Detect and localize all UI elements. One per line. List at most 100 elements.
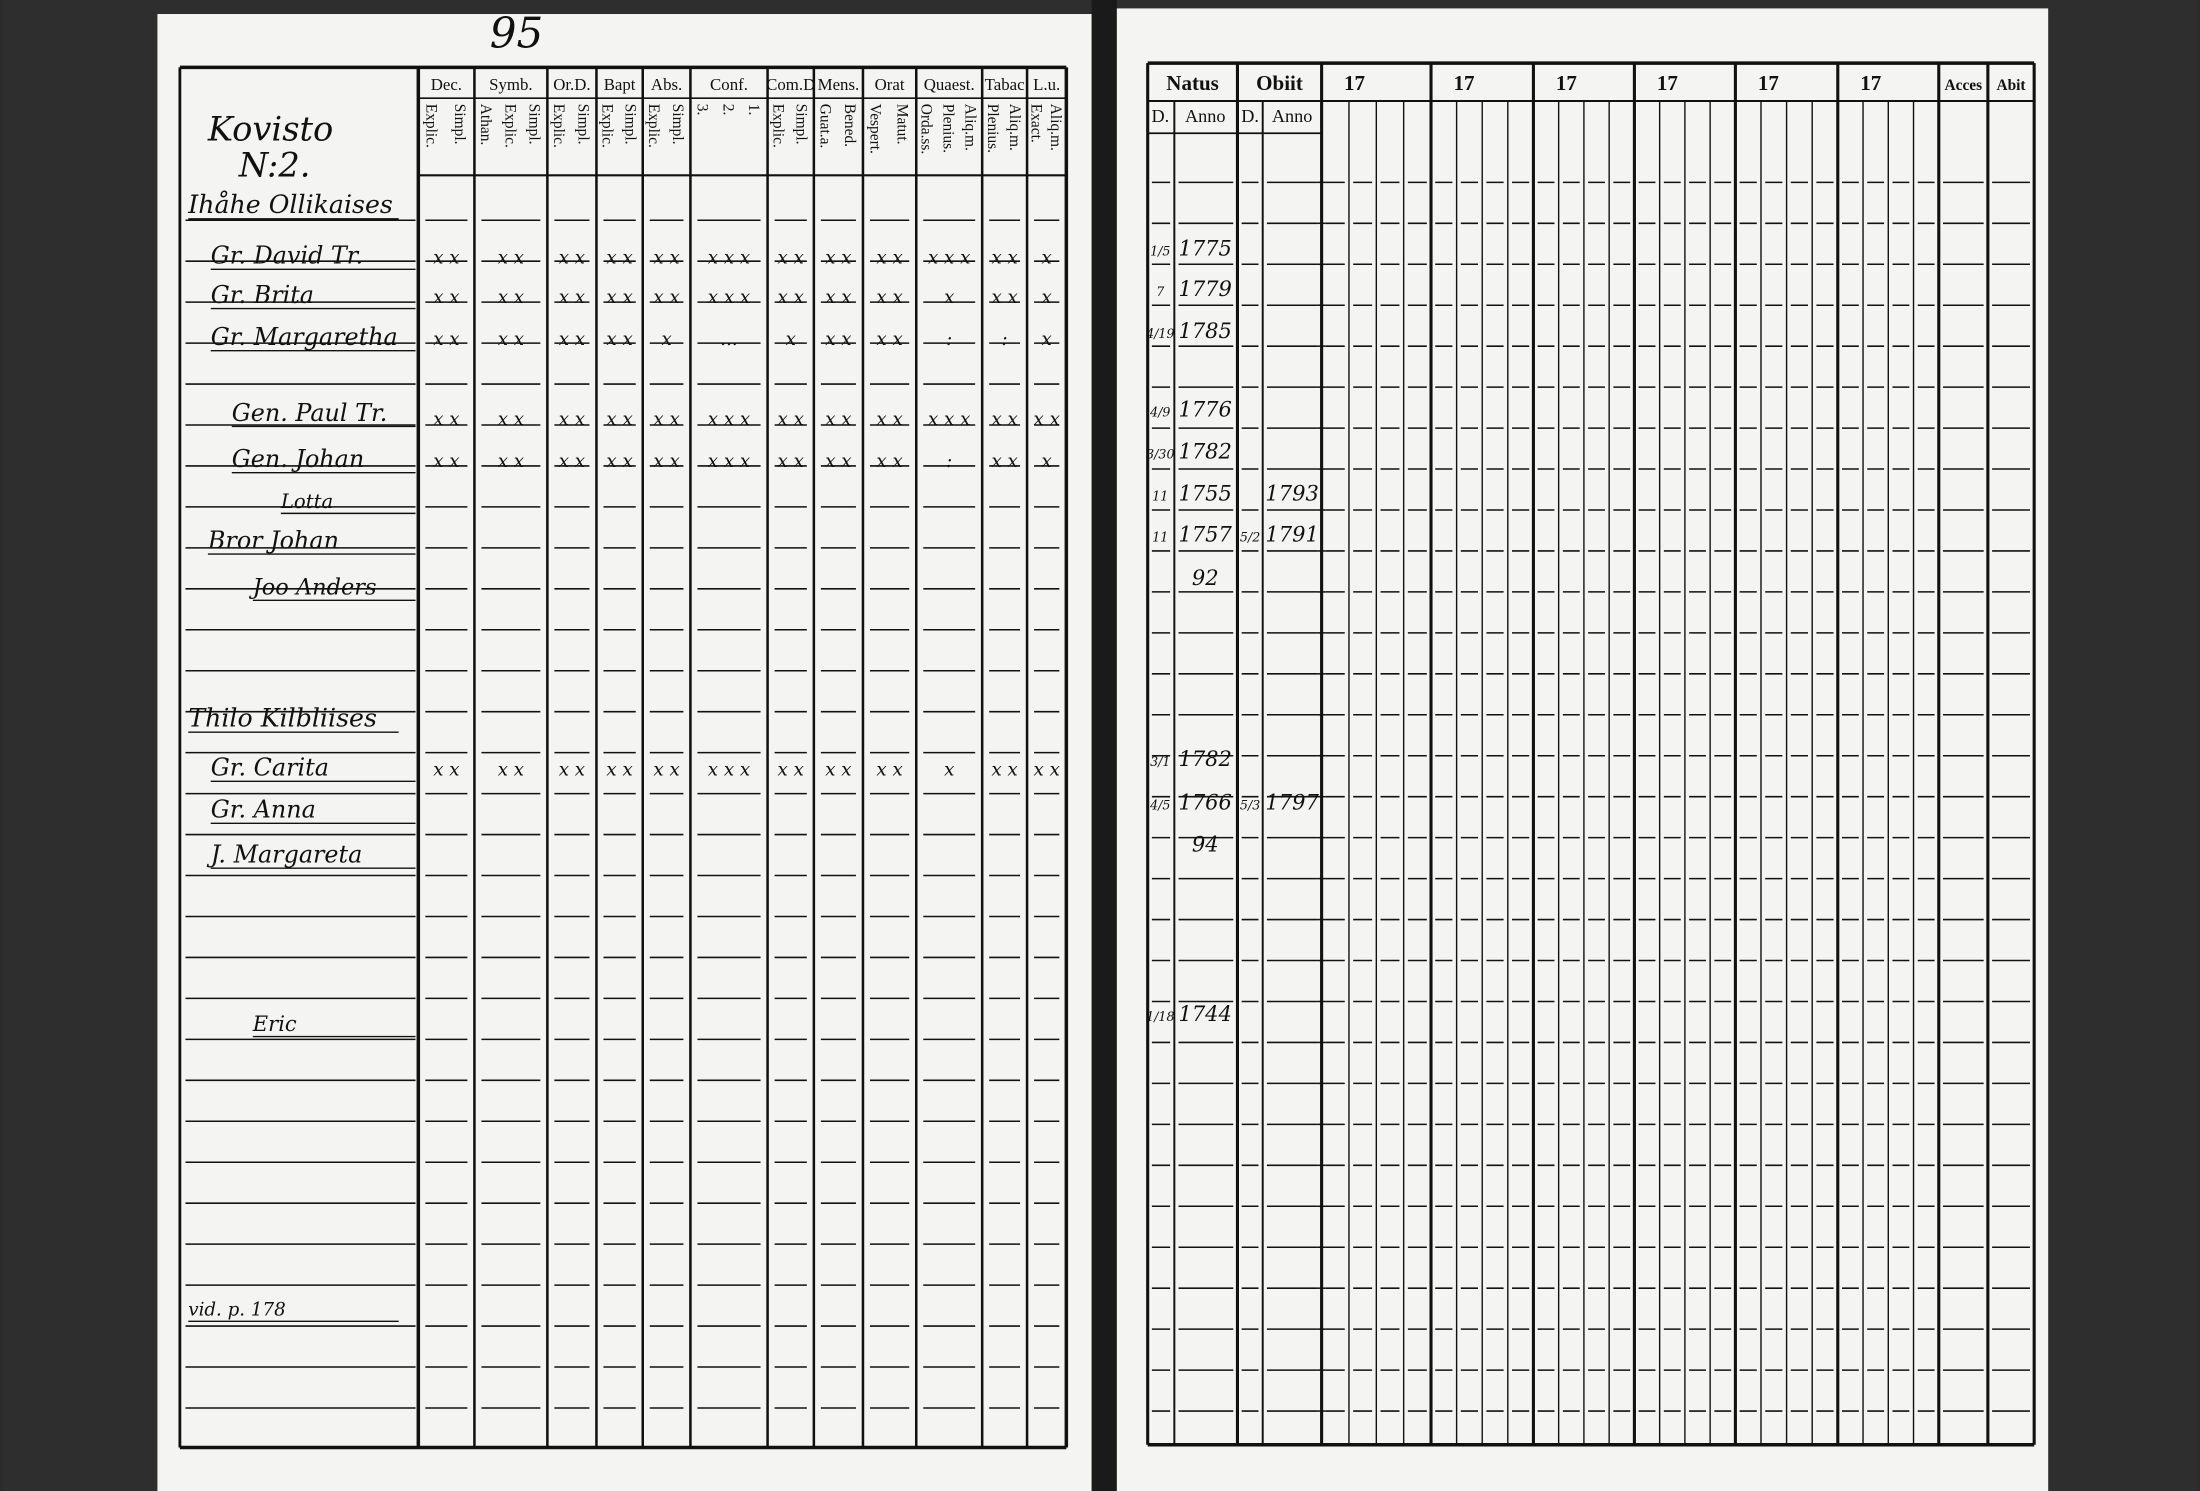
column-title: 17 <box>1453 71 1474 95</box>
entry-mark: x x <box>559 329 586 350</box>
entry-name: Gr. Margaretha <box>211 323 398 351</box>
entry-mark: x x <box>433 287 460 308</box>
gutter <box>1091 0 1117 1491</box>
column-subtitle: Aliq.m. <box>962 104 979 151</box>
entry-mark: x x <box>606 409 633 430</box>
entry-mark: x x <box>433 760 460 781</box>
entry-mark: x <box>1042 451 1053 472</box>
column-subtitle: Orda.ss. <box>918 104 935 154</box>
entry-mark: x x <box>825 287 852 308</box>
column-title: Or.D. <box>553 75 590 94</box>
column-subtitle: Anno <box>1272 106 1313 126</box>
entry-mark: x x <box>606 760 633 781</box>
entry-mark: x x <box>876 248 903 269</box>
entry-mark: x x <box>653 760 680 781</box>
birth-year: 1779 <box>1178 276 1231 301</box>
column-title: Conf. <box>710 75 748 94</box>
entry-name: Eric <box>252 1011 297 1036</box>
column-title: Quaest. <box>924 75 975 94</box>
entry-mark: x x <box>559 248 586 269</box>
column-subtitle: Plenius. <box>940 104 957 153</box>
column-title: Dec. <box>431 75 462 94</box>
entry-mark: x x x <box>928 248 971 269</box>
column-subtitle: Simpl. <box>793 104 810 145</box>
entry-mark: x x <box>825 248 852 269</box>
column-title: Mens. <box>818 75 860 94</box>
entry-name: Ihåhe Ollikaises <box>187 189 393 219</box>
birth-day: 4/19 <box>1145 326 1174 341</box>
column-subtitle: Matut. <box>893 104 910 145</box>
entry-mark: x x x <box>928 409 971 430</box>
entry-mark: x x <box>498 451 525 472</box>
column-subtitle: Explic. <box>598 104 615 148</box>
entry-name: Lotta <box>280 490 333 513</box>
entry-mark: x x <box>498 409 525 430</box>
entry-mark: x x <box>1034 409 1061 430</box>
column-title: 17 <box>1860 71 1881 95</box>
entry-mark: x x x <box>708 409 751 430</box>
entry-mark: x x <box>991 451 1018 472</box>
entry-mark: x x <box>876 451 903 472</box>
column-subtitle: Explic. <box>501 104 518 148</box>
column-subtitle: Exact. <box>1027 104 1044 143</box>
entry-mark: x <box>1042 329 1053 350</box>
entry-mark: x x <box>498 248 525 269</box>
entry-name: Gr. Brita <box>211 281 314 309</box>
entry-name: Bror Johan <box>207 526 339 554</box>
birth-year: 1766 <box>1178 789 1231 814</box>
column-subtitle: Guat.a. <box>817 104 834 148</box>
column-subtitle: Vespert. <box>867 104 884 154</box>
entry-name: Gen. Johan <box>232 445 364 473</box>
entry-mark: x x <box>876 409 903 430</box>
column-subtitle: Simpl. <box>669 104 686 145</box>
entry-mark: x x <box>778 248 805 269</box>
entry-mark: x x <box>653 409 680 430</box>
column-subtitle: D. <box>1241 106 1259 126</box>
birth-year: 94 <box>1192 831 1219 856</box>
entry-mark: x x <box>559 287 586 308</box>
entry-mark: x x <box>778 451 805 472</box>
birth-year: 1755 <box>1178 481 1231 506</box>
birth-year: 1782 <box>1178 746 1231 771</box>
birth-day: 3/1 <box>1150 754 1170 769</box>
birth-year: 1776 <box>1178 397 1231 422</box>
entry-mark: x x x <box>708 287 751 308</box>
birth-day: 7 <box>1156 284 1164 299</box>
entry-mark: x x <box>653 248 680 269</box>
entry-mark: x x <box>778 409 805 430</box>
entry-mark: x x <box>606 329 633 350</box>
birth-day: 4/5 <box>1149 797 1170 812</box>
column-subtitle: Anno <box>1185 106 1226 126</box>
entry-name: vid. p. 178 <box>188 1300 285 1321</box>
birth-year: 1782 <box>1178 439 1231 464</box>
column-subtitle: Explic. <box>550 104 567 148</box>
column-title: Bapt <box>604 75 636 94</box>
column-subtitle: Explic. <box>770 104 787 148</box>
entry-mark: x x <box>606 451 633 472</box>
column-subtitle: Simpl. <box>622 104 639 145</box>
entry-mark: x x <box>825 329 852 350</box>
location: Kovisto <box>207 109 333 148</box>
column-subtitle: D. <box>1151 106 1169 126</box>
entry-mark: x x <box>1034 760 1061 781</box>
column-title: Abs. <box>651 75 682 94</box>
death-day: 5/2 <box>1240 529 1260 544</box>
entry-mark: x x x <box>708 451 751 472</box>
entry-mark: x x <box>433 451 460 472</box>
column-subtitle: Aliq.m. <box>1006 104 1023 151</box>
entry-mark: x x <box>606 287 633 308</box>
entry-mark: x x <box>991 248 1018 269</box>
entry-name: Joo Anders <box>249 575 377 601</box>
column-subtitle: 3. <box>694 104 711 116</box>
column-title: Orat <box>875 75 905 94</box>
birth-day: 4/9 <box>1149 405 1170 420</box>
entry-mark: x x x <box>708 248 751 269</box>
column-subtitle: Explic. <box>645 104 662 148</box>
entry-mark: x x <box>825 451 852 472</box>
entry-mark: x <box>1042 248 1053 269</box>
column-subtitle: Simpl. <box>526 104 543 145</box>
column-subtitle: Athan. <box>477 104 494 146</box>
column-title: Symb. <box>489 75 532 94</box>
column-title: 17 <box>1657 71 1678 95</box>
